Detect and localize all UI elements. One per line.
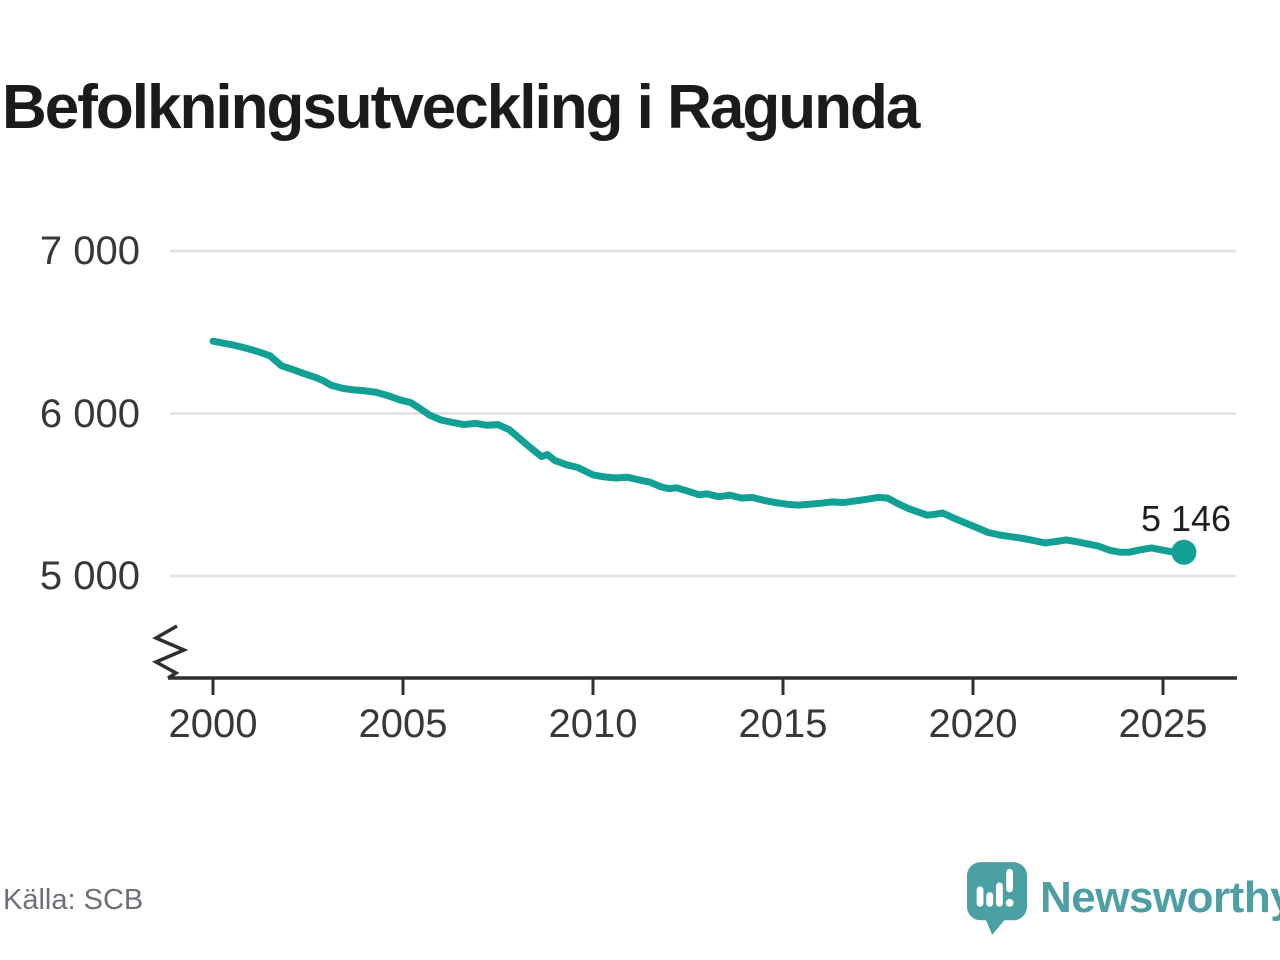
y-axis-tick-label-6000: 6 000 — [39, 391, 140, 436]
x-axis-tick-label-2025: 2025 — [1118, 702, 1208, 746]
end-value-label: 5 146 — [1140, 498, 1232, 539]
chart-title: Befolkningsutveckling i Ragunda — [2, 72, 920, 142]
x-axis-tick-label-2005: 2005 — [358, 702, 448, 746]
y-axis-tick-label-7000: 7 000 — [39, 229, 140, 273]
end-point-marker — [1171, 539, 1197, 565]
source-note: Källa: SCB — [3, 884, 144, 916]
x-axis-tick-label-2015: 2015 — [738, 702, 828, 746]
brand-name: Newsworthy — [1040, 873, 1280, 922]
x-axis-tick-label-2010: 2010 — [548, 702, 638, 746]
axis-break-icon — [152, 624, 189, 680]
y-axis-tick-label-5000: 5 000 — [39, 554, 140, 598]
x-axis-tick-label-2020: 2020 — [928, 702, 1018, 746]
x-axis-tick-label-2000: 2000 — [168, 702, 258, 746]
brand-logo: Newsworthy — [966, 858, 1280, 938]
newsworthy-logo-icon — [966, 862, 1028, 935]
population-line — [209, 337, 1188, 556]
